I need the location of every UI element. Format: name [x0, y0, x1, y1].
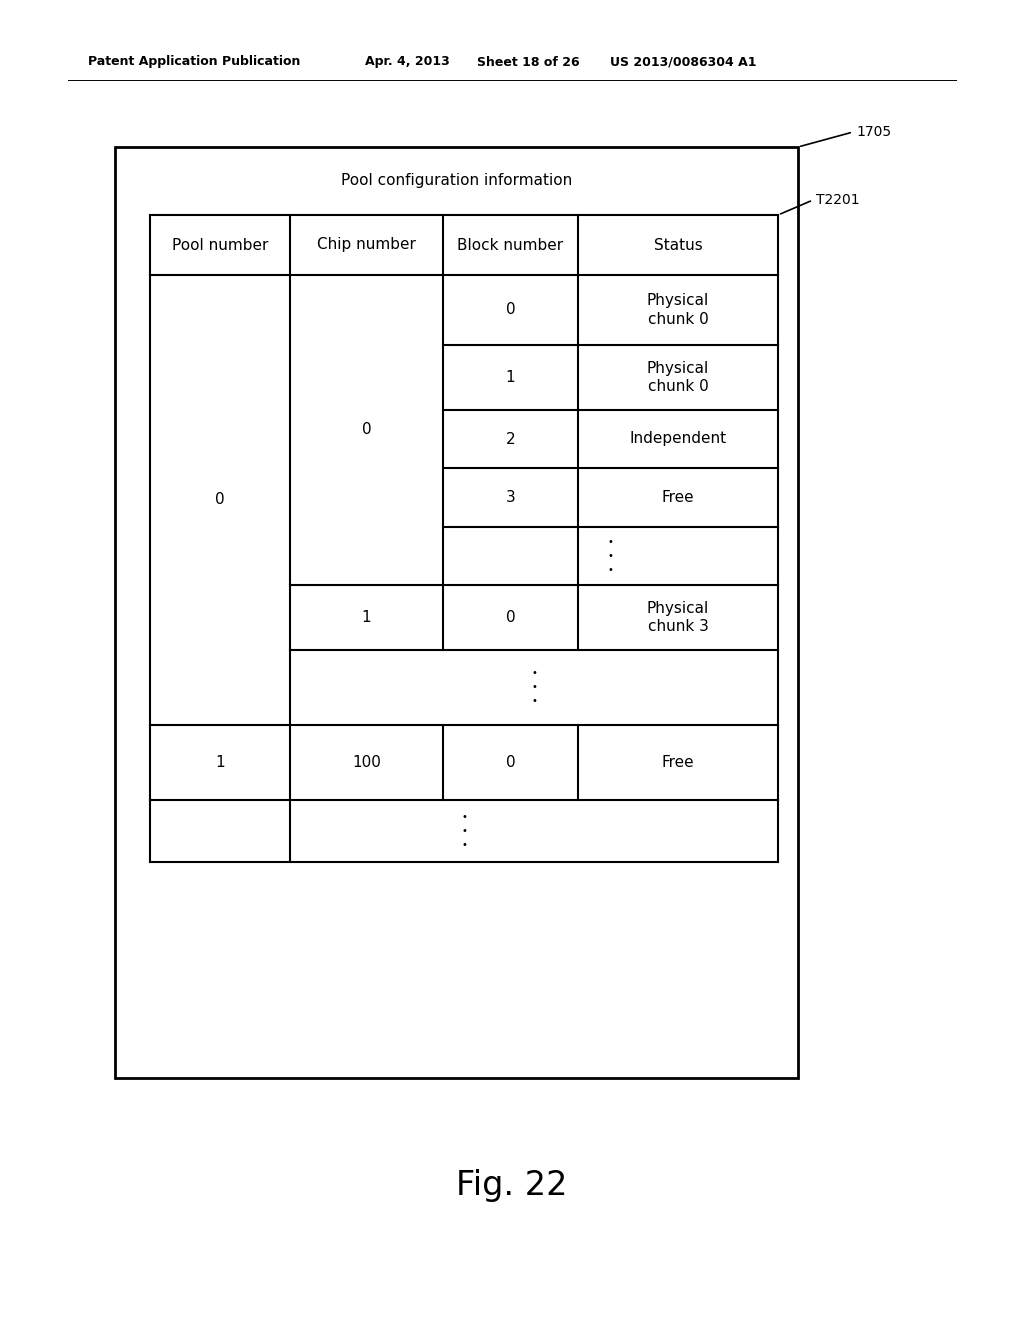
Text: 2: 2: [506, 432, 515, 446]
Text: Apr. 4, 2013: Apr. 4, 2013: [365, 55, 450, 69]
Text: Physical
chunk 3: Physical chunk 3: [647, 601, 710, 635]
Text: Physical
chunk 0: Physical chunk 0: [647, 360, 710, 395]
Text: Free: Free: [662, 490, 694, 506]
Text: Patent Application Publication: Patent Application Publication: [88, 55, 300, 69]
Text: 3: 3: [506, 490, 515, 506]
Text: 1705: 1705: [856, 125, 891, 139]
Text: US 2013/0086304 A1: US 2013/0086304 A1: [610, 55, 757, 69]
Text: 100: 100: [352, 755, 381, 770]
Text: T2201: T2201: [816, 193, 859, 207]
Text: Status: Status: [653, 238, 702, 252]
Text: Pool configuration information: Pool configuration information: [341, 173, 572, 189]
Text: 0: 0: [215, 492, 225, 507]
Text: 0: 0: [506, 302, 515, 318]
Text: Pool number: Pool number: [172, 238, 268, 252]
Text: 1: 1: [361, 610, 372, 624]
Text: Block number: Block number: [458, 238, 563, 252]
Text: Free: Free: [662, 755, 694, 770]
Bar: [115, 147, 798, 1078]
Text: •
•
•: • • •: [531, 668, 537, 706]
Text: Physical
chunk 0: Physical chunk 0: [647, 293, 710, 327]
Text: Chip number: Chip number: [317, 238, 416, 252]
Text: Independent: Independent: [630, 432, 727, 446]
Text: 1: 1: [215, 755, 225, 770]
Text: 0: 0: [506, 755, 515, 770]
Text: •
•
•: • • •: [607, 537, 613, 576]
Text: Sheet 18 of 26: Sheet 18 of 26: [477, 55, 580, 69]
Text: •
•
•: • • •: [461, 812, 467, 850]
Text: Fig. 22: Fig. 22: [457, 1168, 567, 1201]
Text: 0: 0: [506, 610, 515, 624]
Text: 0: 0: [361, 422, 372, 437]
Text: 1: 1: [506, 370, 515, 385]
